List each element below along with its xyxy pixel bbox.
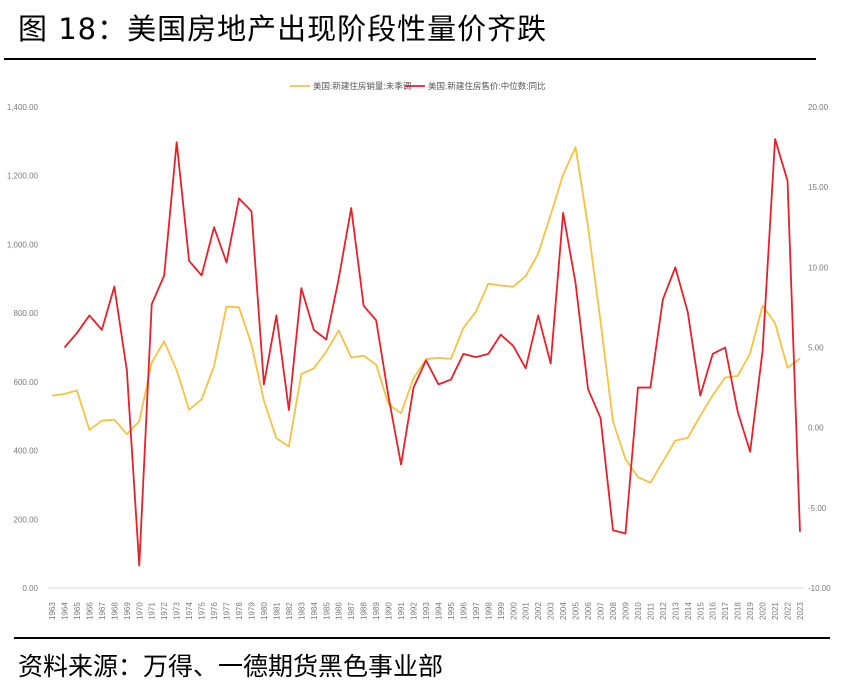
x-tick-label: 1982 — [285, 602, 294, 620]
x-tick-label: 1965 — [73, 602, 82, 620]
right-tick-label: 20.00 — [808, 103, 829, 112]
x-tick-label: 2012 — [659, 602, 668, 620]
x-tick-label: 1995 — [447, 602, 456, 620]
plot-lines — [51, 138, 801, 567]
right-tick-label: 15.00 — [808, 183, 829, 192]
series-line-2 — [63, 138, 801, 567]
x-tick-label: 2004 — [559, 602, 568, 620]
x-tick-label: 2002 — [534, 602, 543, 620]
x-tick-label: 1963 — [48, 602, 57, 620]
x-axis: 1963 1964 1965 1966 1967 1968 1969 1970 1971 1972… — [48, 587, 805, 620]
legend-label-1: 美国:新建住房销量:未季调 — [313, 81, 411, 91]
x-tick-label: 1994 — [434, 602, 443, 620]
x-tick-label: 2021 — [771, 602, 780, 620]
x-tick-label: 1972 — [160, 602, 169, 620]
left-tick-label: 200.00 — [14, 515, 39, 524]
right-tick-label: 0.00 — [808, 424, 824, 433]
x-tick-label: 1966 — [85, 602, 94, 620]
x-tick-label: 2014 — [684, 602, 693, 620]
x-tick-label: 1999 — [497, 602, 506, 620]
left-tick-label: 1,000.00 — [7, 240, 39, 249]
x-tick-label: 1968 — [110, 602, 119, 620]
x-tick-label: 1984 — [310, 602, 319, 620]
left-tick-label: 1,400.00 — [7, 103, 39, 112]
x-tick-label: 1967 — [98, 602, 107, 620]
x-tick-label: 2019 — [746, 602, 755, 620]
x-tick-label: 2007 — [597, 602, 606, 620]
x-tick-label: 2006 — [584, 602, 593, 620]
x-tick-label: 1998 — [484, 602, 493, 620]
x-tick-label: 2005 — [572, 602, 581, 620]
x-tick-label: 2016 — [709, 602, 718, 620]
left-axis: 0.00 200.00 400.00 600.00 800.00 1,000.00 1,20… — [7, 103, 39, 593]
x-tick-label: 1986 — [335, 602, 344, 620]
legend: 美国:新建住房销量:未季调 美国:新建住房售价:中位数:同比 — [290, 81, 546, 91]
x-tick-label: 1993 — [422, 602, 431, 620]
x-tick-label: 2009 — [621, 602, 630, 620]
x-tick-label: 1985 — [322, 602, 331, 620]
series-line-1 — [51, 146, 801, 484]
x-tick-label: 2020 — [759, 602, 768, 620]
x-tick-label: 1979 — [247, 602, 256, 620]
figure-title: 图 18：美国房地产出现阶段性量价齐跌 — [18, 12, 548, 46]
left-tick-label: 400.00 — [14, 447, 39, 456]
x-tick-label: 1976 — [210, 602, 219, 620]
x-tick-label: 2011 — [646, 602, 655, 620]
x-tick-label: 1997 — [472, 602, 481, 620]
chart-svg: 0.00 200.00 400.00 600.00 800.00 1,000.00 1,20… — [7, 81, 831, 620]
x-tick-label: 2000 — [509, 602, 518, 620]
source-note: 资料来源：万得、一德期货黑色事业部 — [18, 652, 444, 681]
x-tick-label: 1981 — [272, 602, 281, 620]
x-tick-label: 1970 — [135, 602, 144, 620]
x-tick-label: 2022 — [784, 602, 793, 620]
x-tick-label: 2013 — [671, 602, 680, 620]
x-tick-label: 2017 — [721, 602, 730, 620]
top-rule — [4, 58, 816, 60]
x-tick-label: 1988 — [360, 602, 369, 620]
x-tick-label: 2018 — [734, 602, 743, 620]
left-tick-label: 0.00 — [22, 584, 38, 593]
x-tick-label: 2010 — [634, 602, 643, 620]
x-tick-label: 1975 — [198, 602, 207, 620]
x-tick-label: 1983 — [297, 602, 306, 620]
x-tick-label: 2015 — [696, 602, 705, 620]
left-tick-label: 600.00 — [14, 378, 39, 387]
bottom-rule — [14, 637, 830, 639]
x-tick-label: 1992 — [410, 602, 419, 620]
right-tick-label: 10.00 — [808, 263, 829, 272]
x-tick-label: 1996 — [459, 602, 468, 620]
x-tick-label: 1991 — [397, 602, 406, 620]
legend-label-2: 美国:新建住房售价:中位数:同比 — [428, 81, 546, 91]
x-tick-label: 1980 — [260, 602, 269, 620]
right-tick-label: -10.00 — [808, 584, 831, 593]
x-tick-label: 1971 — [148, 602, 157, 620]
x-tick-label: 2003 — [547, 602, 556, 620]
x-tick-label: 1974 — [185, 602, 194, 620]
left-tick-label: 1,200.00 — [7, 172, 39, 181]
x-tick-label: 1990 — [385, 602, 394, 620]
x-tick-label: 1987 — [347, 602, 356, 620]
x-tick-label: 2001 — [522, 602, 531, 620]
x-tick-label: 1978 — [235, 602, 244, 620]
right-tick-label: 5.00 — [808, 344, 824, 353]
x-tick-label: 2023 — [796, 602, 805, 620]
x-tick-label: 1964 — [60, 602, 69, 620]
right-axis: -10.00 -5.00 0.00 5.00 10.00 15.00 20.00 — [808, 103, 831, 593]
x-tick-label: 1969 — [123, 602, 132, 620]
left-tick-label: 800.00 — [14, 309, 39, 318]
x-tick-label: 1973 — [173, 602, 182, 620]
x-tick-label: 2008 — [609, 602, 618, 620]
x-tick-label: 1989 — [372, 602, 381, 620]
x-tick-label: 1977 — [223, 602, 232, 620]
right-tick-label: -5.00 — [808, 504, 827, 513]
